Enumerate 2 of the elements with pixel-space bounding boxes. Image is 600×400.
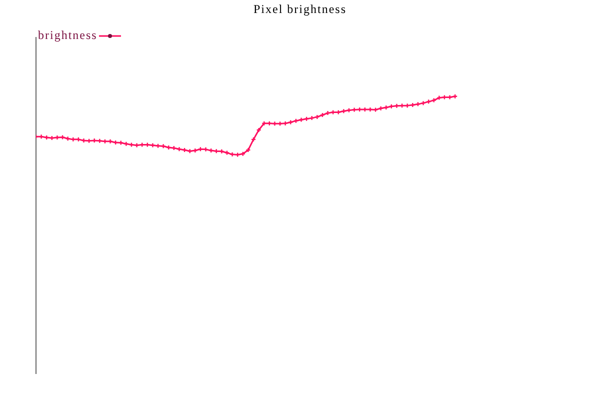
chart-title: Pixel brightness — [252, 2, 348, 17]
legend-label: brightness — [38, 28, 98, 43]
